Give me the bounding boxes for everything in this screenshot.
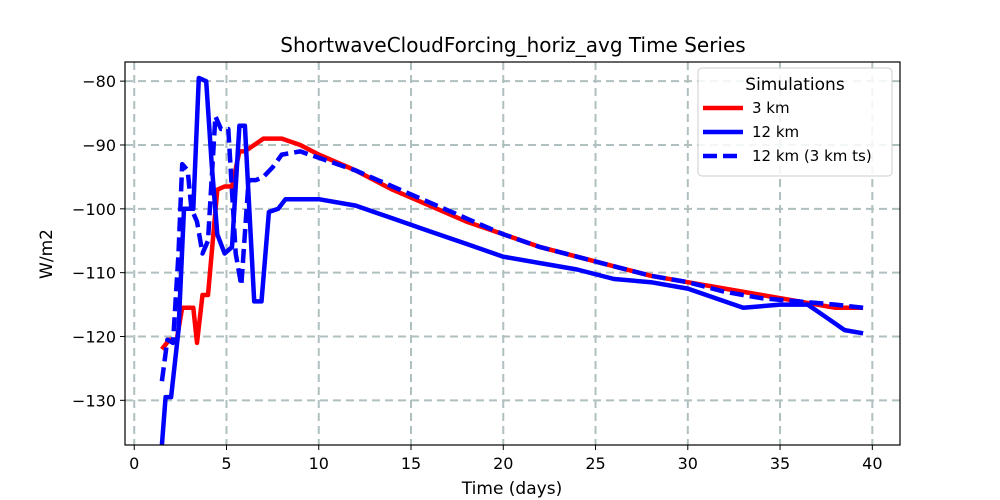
x-tick-label: 25 — [585, 454, 605, 473]
x-tick-label: 10 — [309, 454, 329, 473]
x-tick-label: 40 — [862, 454, 882, 473]
x-tick-label: 5 — [221, 454, 231, 473]
series-lines — [159, 75, 864, 446]
legend-title: Simulations — [745, 75, 845, 95]
chart-title: ShortwaveCloudForcing_horiz_avg Time Ser… — [280, 33, 745, 57]
x-tick-label: 0 — [129, 454, 139, 473]
y-tick-label: −80 — [82, 72, 116, 91]
y-axis-ticks: −130 −120 −110 −100 −90 −80 — [72, 72, 125, 410]
x-tick-label: 15 — [401, 454, 421, 473]
y-tick-label: −90 — [82, 136, 116, 155]
x-tick-label: 20 — [493, 454, 513, 473]
y-tick-label: −130 — [72, 391, 116, 410]
x-axis-ticks: 0 5 10 15 20 25 30 35 40 — [129, 445, 883, 473]
series-line-12km-3km-ts — [159, 114, 864, 382]
plot-frame — [124, 61, 901, 446]
x-tick-label: 30 — [678, 454, 698, 473]
y-tick-label: −110 — [72, 264, 116, 283]
series-line-12km — [159, 75, 864, 446]
legend-label-12km: 12 km — [752, 123, 799, 141]
x-tick-label: 35 — [770, 454, 790, 473]
legend-label-3km: 3 km — [752, 99, 790, 117]
y-tick-label: −120 — [72, 327, 116, 346]
y-axis-label: W/m2 — [37, 229, 57, 279]
legend-box — [697, 67, 893, 177]
grid — [125, 62, 900, 445]
y-tick-label: −100 — [72, 200, 116, 219]
legend-label-12km-3km-ts: 12 km (3 km ts) — [752, 147, 872, 165]
x-axis-label: Time (days) — [461, 479, 562, 499]
legend: Simulations 3 km 12 km 12 km (3 km ts) — [697, 67, 893, 177]
